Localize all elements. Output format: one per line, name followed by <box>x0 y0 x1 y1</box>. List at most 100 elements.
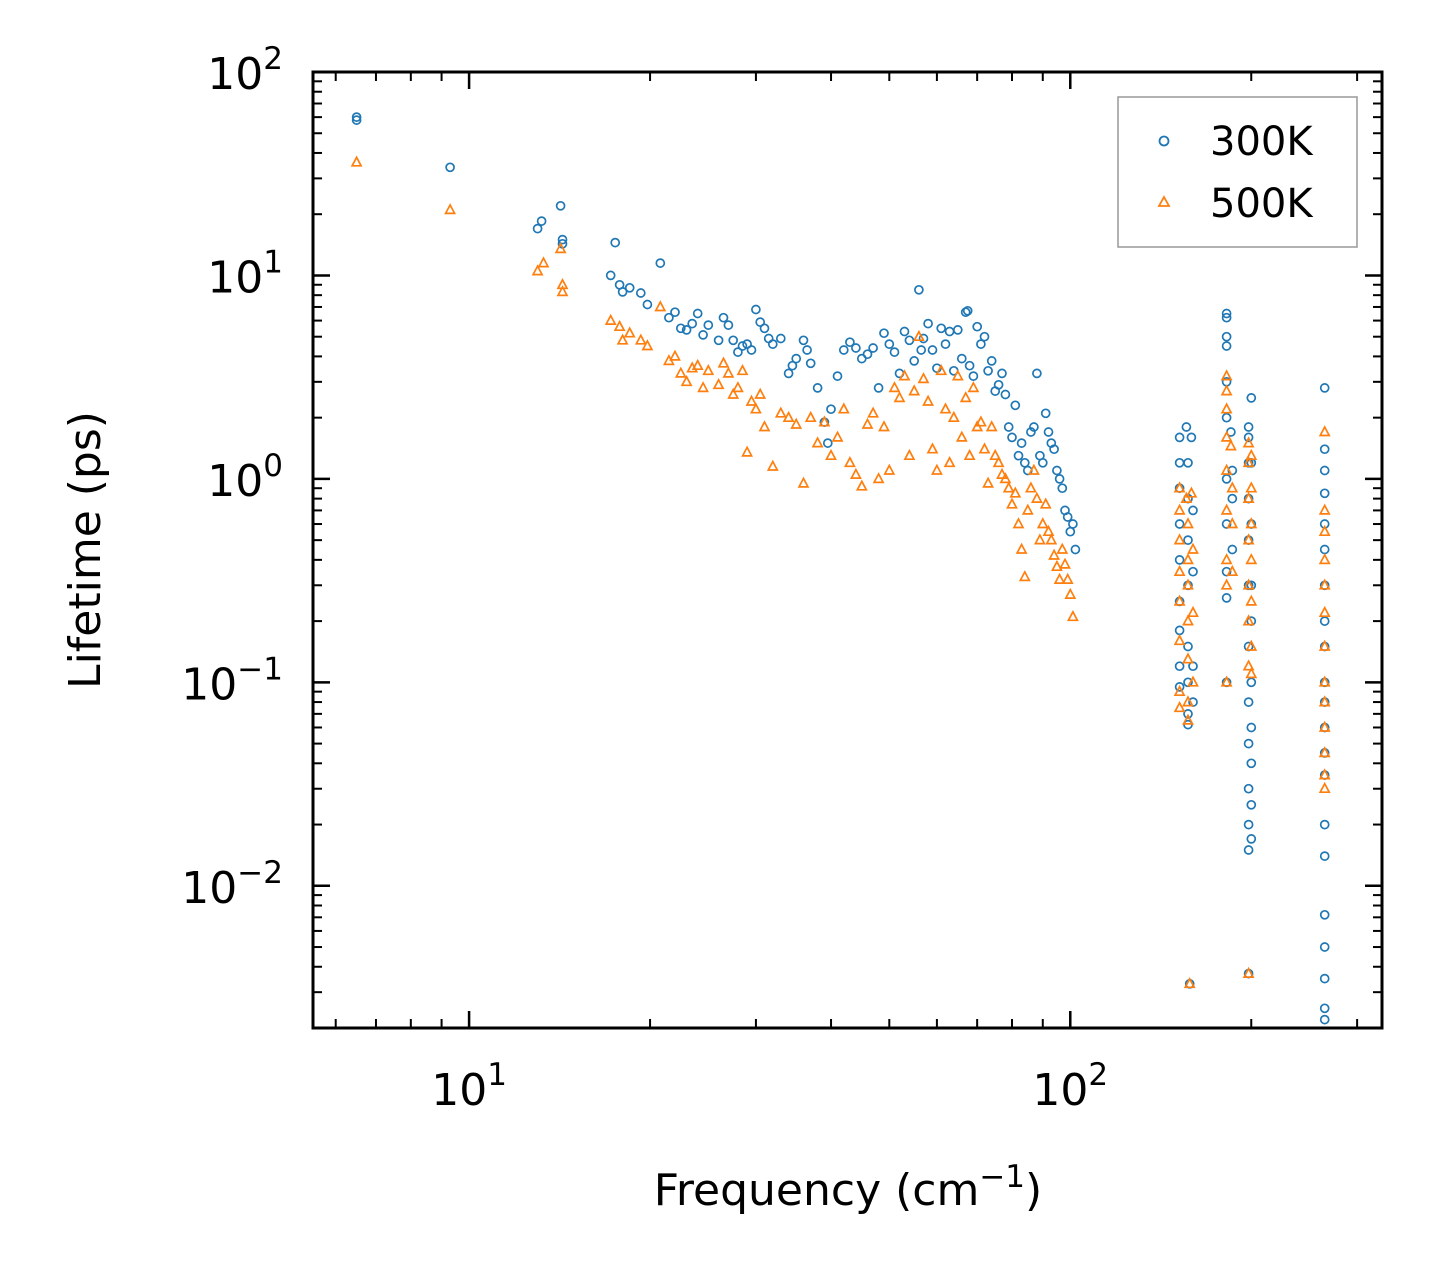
point-300k-139 <box>1221 341 1232 351</box>
point-300k-81 <box>979 331 990 342</box>
point-500k-31 <box>754 387 767 399</box>
x-tick-label-1: 102 <box>1032 1057 1108 1116</box>
point-300k-6 <box>557 234 568 245</box>
point-300k-28 <box>733 347 743 357</box>
point-300k-15 <box>655 258 666 268</box>
point-300k-95 <box>1026 427 1036 437</box>
point-500k-121 <box>1187 542 1199 554</box>
point-500k-141 <box>1242 578 1255 590</box>
point-300k-88 <box>1003 422 1014 432</box>
point-500k-110 <box>1173 700 1186 713</box>
point-300k-39 <box>787 360 798 371</box>
point-300k-51 <box>851 343 861 353</box>
point-300k-75 <box>960 307 971 318</box>
legend-label-500k: 500K <box>1210 181 1314 227</box>
point-500k-52 <box>888 381 901 393</box>
point-500k-90 <box>1033 533 1046 545</box>
point-500k-101 <box>1064 587 1077 599</box>
point-300k-110 <box>1068 519 1078 529</box>
point-300k-145 <box>1221 593 1232 603</box>
point-500k-49 <box>872 472 885 484</box>
point-300k-172 <box>1246 799 1257 810</box>
point-500k-143 <box>1242 659 1255 671</box>
point-500k-164 <box>1318 781 1331 794</box>
point-500k-51 <box>883 463 896 475</box>
point-300k-190 <box>1319 909 1330 920</box>
point-500k-109 <box>1173 684 1186 697</box>
point-500k-104 <box>1173 503 1186 515</box>
point-500k-17 <box>680 374 693 387</box>
point-500k-60 <box>926 442 939 454</box>
point-500k-10 <box>623 326 636 338</box>
point-300k-92 <box>1016 438 1027 448</box>
point-500k-145 <box>1245 448 1258 461</box>
point-500k-40 <box>818 415 831 427</box>
point-500k-72 <box>974 415 987 427</box>
point-500k-12 <box>641 339 654 351</box>
point-300k-79 <box>972 321 983 332</box>
point-300k-106 <box>1057 483 1068 494</box>
point-500k-39 <box>811 436 824 448</box>
point-500k-27 <box>736 363 749 376</box>
point-300k-124 <box>1183 535 1193 545</box>
point-500k-64 <box>943 455 956 468</box>
point-300k-85 <box>993 379 1004 390</box>
point-500k-94 <box>1045 533 1058 545</box>
point-500k-24 <box>722 366 735 378</box>
point-300k-58 <box>889 347 900 357</box>
point-500k-41 <box>825 448 837 461</box>
point-500k-88 <box>1027 463 1040 475</box>
point-300k-60 <box>899 326 910 337</box>
point-300k-181 <box>1319 616 1330 626</box>
point-300k-77 <box>964 360 975 371</box>
point-300k-177 <box>1319 488 1330 499</box>
point-500k-58 <box>917 372 930 384</box>
point-500k-76 <box>989 448 1002 461</box>
point-300k-62 <box>909 356 920 366</box>
point-500k-78 <box>996 467 1008 479</box>
point-300k-78 <box>968 371 979 381</box>
point-500k-160 <box>1318 695 1331 707</box>
point-300k-142 <box>1221 474 1232 484</box>
point-300k-37 <box>775 333 786 344</box>
y-tick-label-4: 10−2 <box>181 855 283 914</box>
point-300k-141 <box>1221 412 1232 423</box>
point-500k-61 <box>930 463 943 475</box>
point-300k-73 <box>952 325 963 335</box>
point-500k-106 <box>1173 564 1186 577</box>
data-points <box>350 112 1331 1025</box>
point-300k-44 <box>812 383 823 393</box>
point-500k-138 <box>1242 455 1255 468</box>
point-500k-22 <box>712 377 725 390</box>
point-500k-8 <box>613 319 626 332</box>
point-500k-156 <box>1318 578 1331 590</box>
point-300k-21 <box>692 308 703 319</box>
point-500k-44 <box>843 455 856 468</box>
point-500k-33 <box>766 459 779 471</box>
point-300k-169 <box>1246 677 1257 688</box>
point-500k-153 <box>1318 503 1331 515</box>
point-300k-158 <box>1243 697 1254 707</box>
point-500k-67 <box>955 430 968 442</box>
point-500k-66 <box>951 369 964 381</box>
point-500k-144 <box>1242 966 1255 978</box>
point-300k-189 <box>1319 851 1330 861</box>
point-500k-105 <box>1173 533 1186 545</box>
point-300k-31 <box>746 345 757 355</box>
point-300k-170 <box>1246 722 1257 733</box>
point-500k-148 <box>1245 553 1258 565</box>
point-300k-49 <box>838 345 849 355</box>
point-500k-55 <box>903 448 916 461</box>
y-axis-label: Lifetime (ps) <box>60 411 111 689</box>
point-300k-96 <box>1029 422 1039 432</box>
point-500k-35 <box>782 410 795 423</box>
point-500k-114 <box>1182 578 1194 590</box>
point-500k-100 <box>1061 572 1074 584</box>
point-500k-139 <box>1242 491 1255 503</box>
point-300k-138 <box>1221 331 1232 342</box>
x-tick-label-0: 101 <box>431 1057 507 1116</box>
point-500k-80 <box>1002 481 1015 493</box>
point-500k-136 <box>1226 564 1239 577</box>
y-tick-labels: 102 101 100 10−1 10−2 <box>181 41 283 914</box>
point-500k-98 <box>1056 542 1069 554</box>
